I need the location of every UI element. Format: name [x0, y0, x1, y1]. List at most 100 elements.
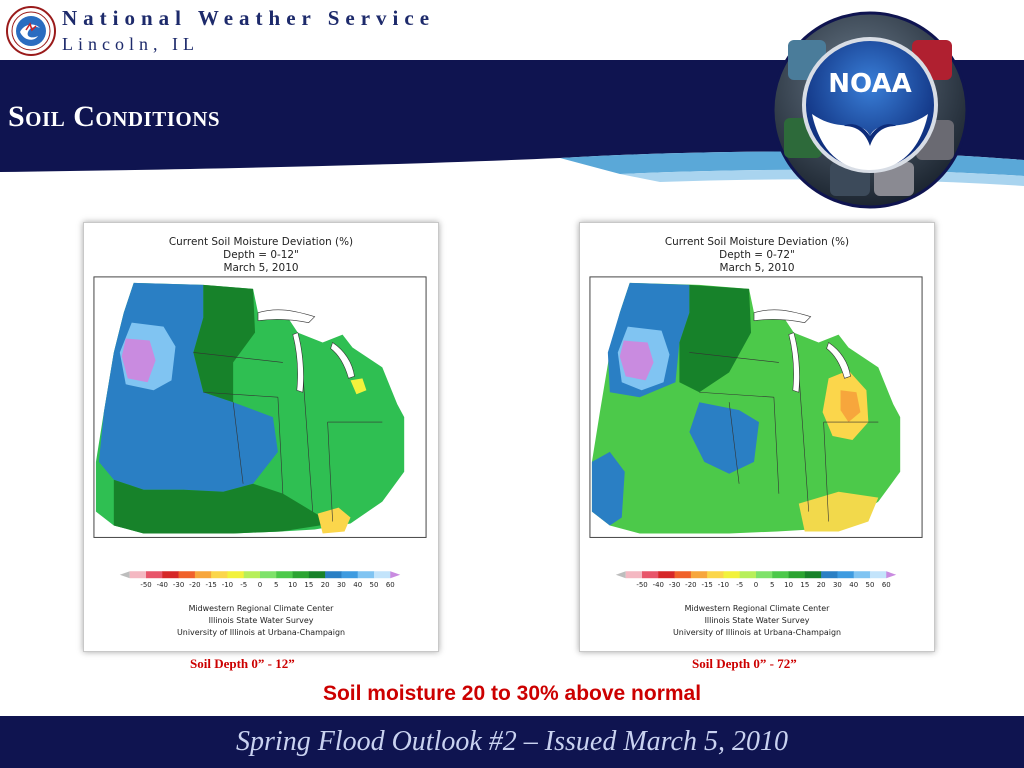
credit-line: Illinois State Water Survey [209, 616, 314, 625]
credit-line: Illinois State Water Survey [705, 616, 810, 625]
soil-region-blue-center [689, 402, 759, 474]
soil-region-dark-green [679, 284, 752, 393]
legend-swatch [723, 571, 741, 579]
legend-tick-label: 10 [784, 581, 793, 589]
legend-arrow-low [119, 571, 130, 579]
legend-swatch [162, 571, 179, 579]
legend-tick-label: 10 [288, 581, 297, 589]
legend-tick-label: 30 [337, 581, 346, 589]
legend-arrow-low [615, 571, 626, 579]
legend-tick-label: -50 [636, 581, 647, 589]
legend-swatch [658, 571, 675, 579]
legend-tick-label: 15 [800, 581, 809, 589]
legend-swatch [276, 571, 293, 579]
map-caption-0-12: Soil Depth 0” - 12” [190, 656, 295, 671]
legend-swatch [674, 571, 692, 579]
legend-swatch [194, 571, 212, 579]
legend-tick-label: -15 [701, 581, 712, 589]
soil-region-yellow-north [350, 378, 367, 395]
legend-swatch [804, 571, 822, 579]
legend-swatch [146, 571, 163, 579]
credit-line: Midwestern Regional Climate Center [189, 604, 335, 613]
legend-tick-label: 60 [882, 581, 891, 589]
legend-swatch [243, 571, 261, 579]
summary-text: Soil moisture 20 to 30% above normal [322, 682, 702, 705]
legend-swatch [211, 571, 228, 579]
legend-swatch [325, 571, 342, 579]
legend-colorbar: -50 -40 -30 -20 -15 -10 -5 0 5 10 15 20 30 40 50 60 [119, 571, 401, 589]
legend-swatch [788, 571, 806, 579]
soil-moisture-map-0-12: Current Soil Moisture Deviation (%) Dept… [83, 222, 439, 652]
legend-colorbar: -50 -40 -30 -20 -15 -10 -5 0 5 10 15 20 30 40 50 60 [615, 571, 897, 589]
legend-swatch [129, 571, 147, 579]
legend-arrow-high [886, 571, 897, 579]
noaa-logo-icon: NOAA [771, 11, 969, 209]
state-boundaries [689, 352, 879, 522]
soil-region-blue-west [591, 451, 625, 526]
map-title: Current Soil Moisture Deviation (%) [665, 236, 849, 248]
legend-swatch [821, 571, 838, 579]
soil-region-dark-green-south [113, 479, 333, 534]
legend-tick-label: -15 [205, 581, 216, 589]
map-depth: Depth = 0-12" [223, 249, 299, 261]
soil-region-yellow [317, 507, 351, 534]
legend-tick-label: 20 [321, 581, 330, 589]
legend-swatch [625, 571, 643, 579]
state-boundaries [193, 352, 383, 522]
credit-line: University of Illinois at Urbana-Champai… [673, 628, 841, 637]
legend-swatch [772, 571, 789, 579]
soil-region-orange [840, 390, 861, 423]
legend-tick-label: 0 [258, 581, 262, 589]
footer-text: Spring Flood Outlook #2 – Issued March 5… [236, 726, 788, 757]
credit-line: University of Illinois at Urbana-Champai… [177, 628, 345, 637]
legend-tick-label: -40 [653, 581, 664, 589]
legend-swatch [357, 571, 375, 579]
nws-logo-icon [6, 6, 56, 56]
legend-tick-label: -30 [173, 581, 184, 589]
legend-tick-label: -20 [189, 581, 200, 589]
legend-tick-label: -30 [669, 581, 680, 589]
legend-tick-label: -40 [157, 581, 168, 589]
legend-tick-label: -5 [240, 581, 247, 589]
legend-tick-label: 5 [274, 581, 278, 589]
slide-title: Soil Conditions [8, 100, 221, 133]
soil-region-violet [121, 338, 156, 383]
legend-tick-label: -20 [685, 581, 696, 589]
legend-swatch [869, 571, 887, 579]
legend-swatch [341, 571, 359, 579]
legend-swatch [260, 571, 277, 579]
org-name: National Weather Service [62, 6, 436, 30]
legend-swatch [690, 571, 708, 579]
legend-swatch [308, 571, 326, 579]
soil-region-yellow-south [798, 491, 879, 532]
soil-moisture-map-figure: Current Soil Moisture Deviation (%) Dept… [589, 236, 923, 637]
map-date: March 5, 2010 [720, 262, 795, 274]
legend-swatch [837, 571, 855, 579]
legend-swatch [739, 571, 757, 579]
legend-tick-label: 20 [817, 581, 826, 589]
legend-tick-label: 30 [833, 581, 842, 589]
legend-arrow-high [390, 571, 401, 579]
soil-region-violet [619, 340, 654, 381]
legend-tick-label: 5 [770, 581, 774, 589]
map-depth: Depth = 0-72" [719, 249, 795, 261]
legend-tick-label: 50 [370, 581, 379, 589]
noaa-logo-text: NOAA [828, 69, 911, 99]
footer-bar: Spring Flood Outlook #2 – Issued March 5… [0, 716, 1024, 768]
legend-tick-label: 50 [866, 581, 875, 589]
legend-tick-label: 40 [849, 581, 858, 589]
soil-region-dark-green [193, 284, 256, 403]
legend-tick-label: -10 [718, 581, 729, 589]
legend-swatch [756, 571, 773, 579]
soil-moisture-map-0-72: Current Soil Moisture Deviation (%) Dept… [579, 222, 935, 652]
legend-swatch [642, 571, 659, 579]
legend-tick-label: 15 [304, 581, 313, 589]
legend-tick-label: 0 [754, 581, 758, 589]
great-lakes [753, 309, 851, 393]
legend-tick-label: -5 [736, 581, 743, 589]
map-title: Current Soil Moisture Deviation (%) [169, 236, 353, 248]
legend-swatch [227, 571, 245, 579]
office-name: Lincoln, IL [62, 34, 199, 54]
legend-tick-label: 60 [386, 581, 395, 589]
